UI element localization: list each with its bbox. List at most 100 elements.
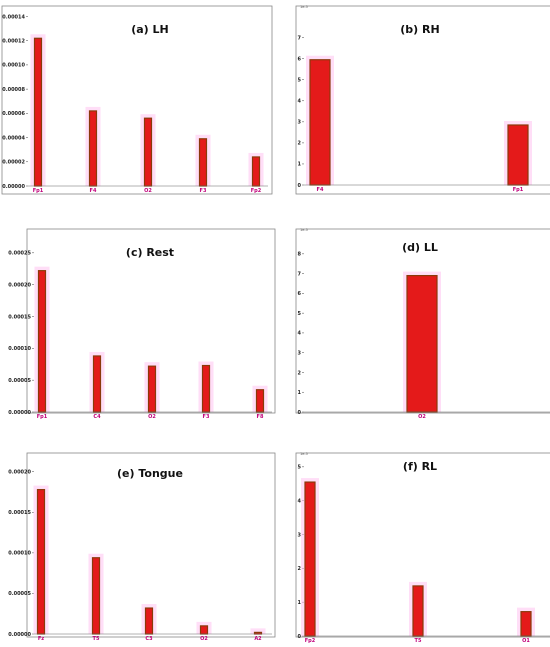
bar-Fp1 [507,124,529,186]
y-tick-label: 8 [298,252,302,258]
panel-frame [26,452,276,638]
bar-O2 [147,365,157,413]
bar-Fz [36,488,46,635]
panel-frame [295,5,550,195]
y-tick-label: 0.00010 [8,346,31,352]
bar-T5 [91,557,101,635]
y-tick-label: 0.00025 [8,251,31,257]
y-tick-label: 0.00020 [8,470,31,476]
x-tick-label: Fp1 [33,188,44,194]
panel-frame [295,228,550,414]
y-tick-label: 7 [298,35,302,41]
panel-2: (b) RH 1e-5 0 1 2 3 4 5 6 7 F4 Fp1 [295,5,550,195]
axis-offset-label: 1e-5 [300,5,308,9]
y-tick-label: 0.00010 [2,63,25,69]
axis-offset-label: 1e-5 [300,228,308,232]
y-tick-label: 0.00000 [8,632,31,638]
panel-title: (e) Tongue [117,467,183,480]
bar-F3 [198,138,208,187]
y-tick-label: 0.00006 [2,111,25,117]
x-tick-label: F8 [257,414,264,420]
y-tick-label: 0.00012 [2,38,25,44]
y-tick-label: 0.00000 [8,410,31,416]
panel-6: (f) RL 1e-5 0 1 2 3 4 5 Fp2 T5 O1 [295,452,550,644]
bar-O2 [406,274,438,413]
bar-F8 [255,389,265,413]
bar-F4 [309,59,331,186]
y-tick-label: 0.00015 [8,314,31,320]
x-tick-label: Fp2 [251,188,262,194]
panel-frame [1,5,273,195]
y-tick-label: 4 [298,99,302,105]
bar-Fp2 [251,156,261,187]
panel-3: (c) Rest 0.00000 0.00005 0.00010 0.00015 0.00… [8,228,276,420]
x-tick-label: O2 [200,636,208,642]
y-tick-label: 0.00015 [8,510,31,516]
x-tick-label: F4 [90,188,97,194]
panel-1: (a) LH 0.00000 0.00002 0.00004 0.00006 0.0000… [1,5,273,195]
panel-5: (e) Tongue 0.00000 0.00005 0.00010 0.00015 0.… [8,452,276,642]
panel-title: (b) RH [400,23,439,36]
y-tick-label: 2 [298,566,302,572]
y-tick-label: 0.00010 [8,551,31,557]
y-tick-label: 0 [298,634,302,640]
bar-O2 [199,625,209,635]
y-tick-label: 6 [298,291,302,297]
x-tick-label: F3 [203,414,210,420]
y-tick-label: 5 [298,311,302,317]
bar-O1 [520,611,532,637]
y-tick-label: 5 [298,465,302,471]
x-tick-label: O2 [148,414,156,420]
bar-F3 [201,364,211,413]
y-tick-label: 0.00005 [8,591,31,597]
x-tick-label: T5 [415,638,422,644]
y-tick-label: 1 [298,390,302,396]
y-tick-label: 0.00008 [2,87,25,93]
x-tick-label: Fp2 [305,638,316,644]
x-tick-label: F4 [317,187,324,193]
x-tick-label: Fp1 [37,414,48,420]
x-tick-label: O2 [144,188,152,194]
y-tick-label: 0 [298,410,302,416]
y-tick-label: 3 [298,532,302,538]
y-tick-label: 0.00014 [2,14,25,20]
panel-frame [295,452,550,638]
bar-F4 [88,110,98,187]
y-tick-label: 0.00020 [8,282,31,288]
y-tick-label: 0.00004 [2,135,25,141]
x-tick-label: T5 [93,636,100,642]
x-tick-label: Fp1 [513,187,524,193]
x-tick-label: Fz [38,636,44,642]
panel-4: (d) LL 1e-5 0 1 2 3 4 5 6 7 8 O2 [295,228,550,420]
y-tick-label: 5 [298,78,302,84]
x-tick-label: C4 [93,414,101,420]
y-tick-label: 2 [298,370,302,376]
y-tick-label: 6 [298,56,302,62]
x-tick-label: F3 [200,188,207,194]
x-tick-label: O2 [418,414,426,420]
x-tick-label: A2 [254,636,262,642]
y-tick-label: 3 [298,350,302,356]
y-tick-label: 1 [298,162,302,168]
axis-offset-label: 1e-5 [300,452,308,456]
bar-glow [250,628,266,634]
y-tick-label: 0.00002 [2,160,25,166]
panel-title: (d) LL [402,241,438,254]
bar-T5 [412,585,424,637]
bar-O2 [143,117,153,187]
y-tick-label: 7 [298,271,302,277]
x-tick-label: C3 [145,636,153,642]
y-tick-label: 3 [298,120,302,126]
bar-Fp1 [33,37,43,187]
y-tick-label: 0.00000 [2,184,25,190]
panel-title: (c) Rest [126,246,174,259]
y-tick-label: 0.00005 [8,378,31,384]
bar-C4 [92,355,102,413]
bar-Fp1 [37,270,47,413]
y-tick-label: 0 [298,183,302,189]
bar-C3 [144,607,154,635]
panel-title: (f) RL [403,460,437,473]
x-tick-label: O1 [522,638,530,644]
panel-frame [26,228,276,414]
